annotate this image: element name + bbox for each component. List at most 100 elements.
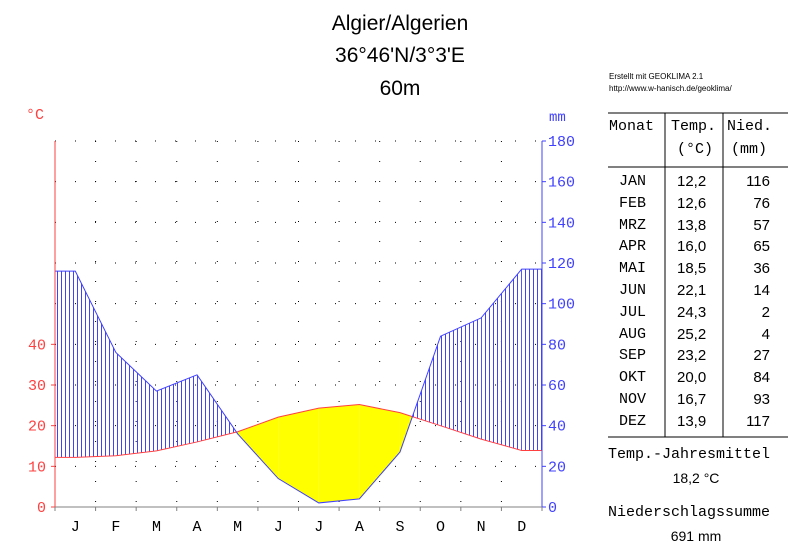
humid-area xyxy=(115,352,157,456)
table-cell-month: MRZ xyxy=(619,216,647,234)
month-label: J xyxy=(71,519,80,536)
month-label: A xyxy=(193,519,202,536)
precip-tick-label: 100 xyxy=(548,297,575,314)
precip-tick-label: 40 xyxy=(548,419,566,436)
month-label: N xyxy=(477,519,486,536)
temp-tick-label: 10 xyxy=(28,459,46,476)
table-cell-temp: 20,0 xyxy=(677,369,707,387)
table-cell-temp: 16,0 xyxy=(677,238,707,256)
month-label: J xyxy=(274,519,283,536)
month-label: F xyxy=(111,519,120,536)
temp-tick-label: 0 xyxy=(37,500,46,517)
credit-line-2: http://www.w-hanisch.de/geoklima/ xyxy=(609,84,732,93)
month-label: D xyxy=(517,519,526,536)
climate-areas xyxy=(55,269,542,503)
humid-area xyxy=(156,374,198,451)
table-cell-month: AUG xyxy=(619,325,647,343)
table-cell-month: MAI xyxy=(619,260,647,278)
table-cell-precip: 84 xyxy=(753,369,770,387)
table-cell-month: JUN xyxy=(619,282,647,299)
table-cell-precip: 93 xyxy=(753,391,770,408)
precip-tick-label: 180 xyxy=(548,134,575,151)
temp-tick-label: 30 xyxy=(28,378,46,395)
table-cell-temp: 23,2 xyxy=(677,347,707,365)
table-cell-precip: 27 xyxy=(753,347,770,365)
header-precip: Nied. xyxy=(727,118,773,135)
series-lines xyxy=(55,268,542,504)
table-cell-temp: 13,9 xyxy=(677,412,707,430)
temperature-line xyxy=(55,404,542,458)
precip-tick-label: 0 xyxy=(548,500,557,517)
arid-area xyxy=(278,408,319,503)
table-cell-precip: 76 xyxy=(753,194,770,212)
precip-sum-label: Niederschlagssumme xyxy=(608,504,771,521)
table-cell-month: DEZ xyxy=(619,412,647,430)
table-cell-precip: 57 xyxy=(753,216,770,234)
temp-tick-label: 20 xyxy=(28,419,46,436)
table-cell-precip: 117 xyxy=(746,412,770,430)
precip-tick-label: 160 xyxy=(548,175,575,192)
table-cell-temp: 25,2 xyxy=(677,325,707,343)
table-cell-temp: 16,7 xyxy=(677,391,707,408)
table-cell-precip: 14 xyxy=(753,282,770,299)
month-label: A xyxy=(355,519,364,536)
arid-area xyxy=(237,417,279,479)
precip-sum-value: 691 mm xyxy=(670,528,722,544)
temp-mean-value: 18,2 °C xyxy=(672,470,720,486)
coordinates: 36°46'N/3°3'E xyxy=(335,44,465,67)
month-label: M xyxy=(233,519,242,536)
precip-tick-label: 20 xyxy=(548,459,566,476)
table-cell-month: NOV xyxy=(619,391,647,408)
table-cell-temp: 12,2 xyxy=(677,173,707,190)
table-cell-temp: 22,1 xyxy=(677,282,707,299)
table-cell-temp: 13,8 xyxy=(677,216,707,234)
month-label: S xyxy=(395,519,404,536)
month-label: M xyxy=(152,519,161,536)
elevation: 60m xyxy=(379,77,421,100)
precipitation-line xyxy=(55,268,542,504)
arid-area xyxy=(318,404,360,503)
header-temp: Temp. xyxy=(671,118,717,135)
table-cell-precip: 116 xyxy=(746,173,770,190)
humid-area xyxy=(55,271,76,458)
table-cell-temp: 24,3 xyxy=(677,303,707,321)
table-cell-precip: 65 xyxy=(753,238,770,256)
table-cell-temp: 18,5 xyxy=(677,260,707,278)
table-cell-month: APR xyxy=(619,238,647,256)
table-cell-precip: 4 xyxy=(761,325,770,343)
temp-unit-label: °C xyxy=(26,107,45,124)
table-cell-month: FEB xyxy=(619,194,647,212)
header-temp-unit: (°C) xyxy=(677,141,714,158)
temp-mean-label: Temp.-Jahresmittel xyxy=(608,446,771,463)
tick-labels: 0 10 20 30 40 0 20 40 60 80 100 120 140 160 180 J F M A M J J… xyxy=(28,134,575,536)
grid xyxy=(55,140,542,507)
month-label: J xyxy=(314,519,323,536)
precip-tick-label: 60 xyxy=(548,378,566,395)
precip-tick-label: 140 xyxy=(548,215,575,232)
table-cell-month: JUL xyxy=(619,303,647,321)
humid-area xyxy=(440,317,482,440)
table-cell-month: JAN xyxy=(619,173,647,190)
temp-tick-label: 40 xyxy=(28,337,46,354)
humid-area xyxy=(481,269,522,451)
table-cell-precip: 36 xyxy=(753,260,770,278)
header-precip-unit: (mm) xyxy=(731,141,768,158)
table-rules xyxy=(608,112,788,438)
table-cell-month: SEP xyxy=(619,347,647,365)
table-cell-precip: 2 xyxy=(761,303,770,321)
table-cell-month: OKT xyxy=(619,369,647,387)
credit-line-1: Erstellt mit GEOKLIMA 2.1 xyxy=(609,72,704,81)
humid-area xyxy=(521,269,542,451)
precip-unit-label: mm xyxy=(549,110,566,126)
arid-area xyxy=(359,404,400,499)
precip-tick-label: 120 xyxy=(548,256,575,273)
precip-tick-label: 80 xyxy=(548,337,566,354)
humid-area xyxy=(412,336,441,426)
chart-title: Algier/Algerien xyxy=(331,12,469,35)
month-label: O xyxy=(436,519,445,536)
table-cell-temp: 12,6 xyxy=(677,194,707,212)
header-month: Monat xyxy=(609,118,655,135)
humid-area xyxy=(75,271,116,458)
humid-area xyxy=(197,374,237,442)
